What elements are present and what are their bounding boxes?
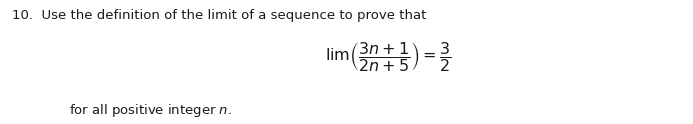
Text: for all positive integer $n$.: for all positive integer $n$. [69,102,232,119]
Text: $\lim\left(\dfrac{3n+1}{2n+5}\right)=\dfrac{3}{2}$: $\lim\left(\dfrac{3n+1}{2n+5}\right)=\df… [325,40,451,73]
Text: 10.  Use the definition of the limit of a sequence to prove that: 10. Use the definition of the limit of a… [12,9,427,22]
